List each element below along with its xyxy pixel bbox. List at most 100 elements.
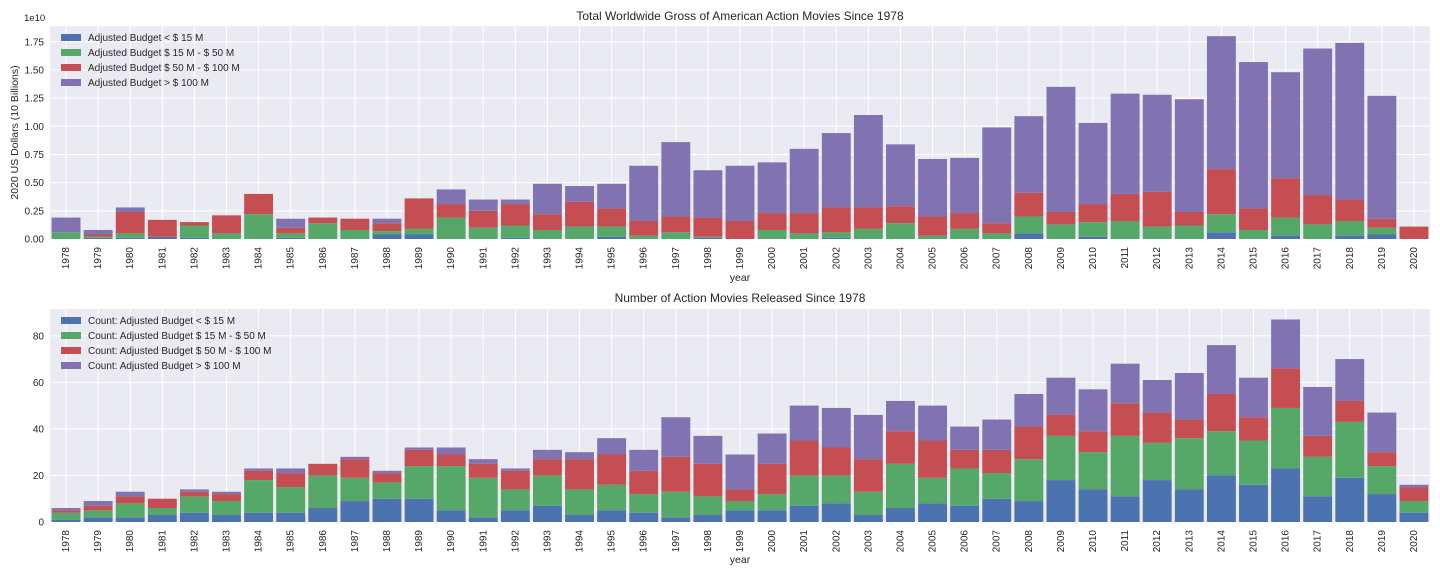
bar-2014 (1206, 214, 1236, 233)
x-tick-label: 2014 (1216, 530, 1227, 553)
bar-1993 (533, 505, 562, 522)
legend-label: Adjusted Budget $ 50 M - $ 100 M (88, 63, 240, 74)
x-tick-label: 2016 (1281, 530, 1292, 553)
bar-1996 (629, 449, 659, 471)
bar-1999 (725, 501, 755, 511)
x-tick-label: 1987 (350, 247, 361, 270)
bar-2000 (757, 463, 787, 495)
x-tick-label: 1989 (414, 530, 425, 553)
offset-label: 1e10 (24, 13, 45, 24)
bar-2002 (821, 503, 851, 522)
x-tick-label: 2001 (799, 530, 810, 553)
bar-1988 (372, 234, 402, 239)
x-tick-label: 2005 (928, 530, 939, 553)
bar-1999 (725, 165, 755, 221)
bar-2005 (918, 405, 947, 441)
x-tick-label: 1998 (703, 247, 714, 270)
bar-1982 (179, 489, 209, 492)
bar-1998 (693, 170, 723, 218)
bar-2003 (853, 515, 883, 522)
y-tick-label: 80 (33, 331, 45, 342)
bar-1994 (565, 515, 594, 522)
bar-1983 (212, 494, 241, 502)
bar-1994 (565, 452, 594, 460)
x-tick-label: 2000 (767, 530, 778, 553)
bar-2010 (1078, 236, 1108, 239)
bar-1979 (83, 229, 113, 235)
bar-1989 (404, 449, 434, 467)
bar-2007 (982, 473, 1012, 499)
x-tick-label: 2000 (767, 247, 778, 270)
bar-2004 (886, 431, 915, 464)
bar-1987 (340, 218, 370, 230)
bar-2001 (789, 475, 819, 506)
bar-1985 (276, 218, 306, 228)
x-tick-label: 1981 (157, 530, 168, 553)
bar-2000 (757, 494, 787, 511)
x-tick-label: 1993 (542, 247, 553, 270)
bar-1988 (372, 482, 402, 499)
legend: Adjusted Budget < $ 15 M Adjusted Budget … (61, 33, 240, 89)
x-tick-label: 1994 (575, 530, 586, 553)
bar-1981 (147, 236, 177, 239)
bar-1985 (276, 227, 306, 234)
bar-1995 (597, 454, 627, 485)
x-tick-label: 1988 (382, 247, 393, 270)
bar-2008 (1014, 233, 1044, 239)
bar-1990 (436, 466, 466, 511)
bar-1993 (533, 459, 562, 476)
bar-1979 (83, 234, 113, 237)
x-tick-label: 1980 (125, 247, 136, 270)
bar-2009 (1046, 224, 1076, 239)
bar-2012 (1142, 94, 1172, 192)
bar-2017 (1303, 456, 1333, 497)
bar-2002 (821, 232, 851, 238)
bar-1999 (725, 489, 755, 502)
bar-2019 (1367, 466, 1397, 495)
bar-1986 (308, 217, 338, 224)
bar-2019 (1367, 218, 1397, 228)
x-tick-label: 2012 (1152, 530, 1163, 553)
bar-1993 (533, 183, 562, 215)
bar-2001 (789, 440, 819, 476)
bar-2016 (1271, 407, 1301, 469)
bar-1997 (661, 491, 691, 518)
bar-2006 (950, 468, 980, 506)
bar-1990 (436, 510, 466, 522)
bar-2011 (1110, 193, 1140, 221)
bar-1998 (693, 515, 723, 522)
bar-2011 (1110, 93, 1140, 194)
bar-2003 (853, 491, 883, 516)
bar-1979 (83, 517, 113, 522)
series-1 (51, 468, 1429, 522)
bar-1997 (661, 417, 691, 457)
bar-2014 (1206, 36, 1236, 170)
bar-1983 (212, 215, 241, 234)
bar-2009 (1046, 211, 1076, 225)
x-tick-label: 1999 (735, 247, 746, 270)
bar-1995 (597, 510, 627, 522)
x-tick-label: 2016 (1281, 247, 1292, 270)
bar-2018 (1335, 421, 1365, 478)
bar-2014 (1206, 475, 1236, 522)
x-tick-label: 2008 (1024, 247, 1035, 270)
x-tick-label: 1997 (671, 247, 682, 270)
x-tick-label: 1997 (671, 530, 682, 553)
x-tick-label: 2008 (1024, 530, 1035, 553)
bar-1997 (661, 216, 691, 233)
bar-2018 (1335, 235, 1365, 239)
bar-2016 (1271, 368, 1301, 408)
bar-2016 (1271, 319, 1301, 369)
bar-2010 (1078, 431, 1108, 453)
bar-2005 (918, 477, 947, 504)
bar-2018 (1335, 477, 1365, 522)
bar-2011 (1110, 363, 1140, 404)
bar-1998 (693, 217, 723, 237)
bar-2001 (789, 233, 819, 239)
legend-label: Adjusted Budget > $ 100 M (88, 78, 209, 89)
x-tick-label: 1994 (575, 247, 586, 270)
bar-2007 (982, 419, 1012, 450)
bar-1994 (565, 201, 594, 227)
bar-1981 (147, 498, 177, 509)
legend-swatch (61, 34, 81, 41)
